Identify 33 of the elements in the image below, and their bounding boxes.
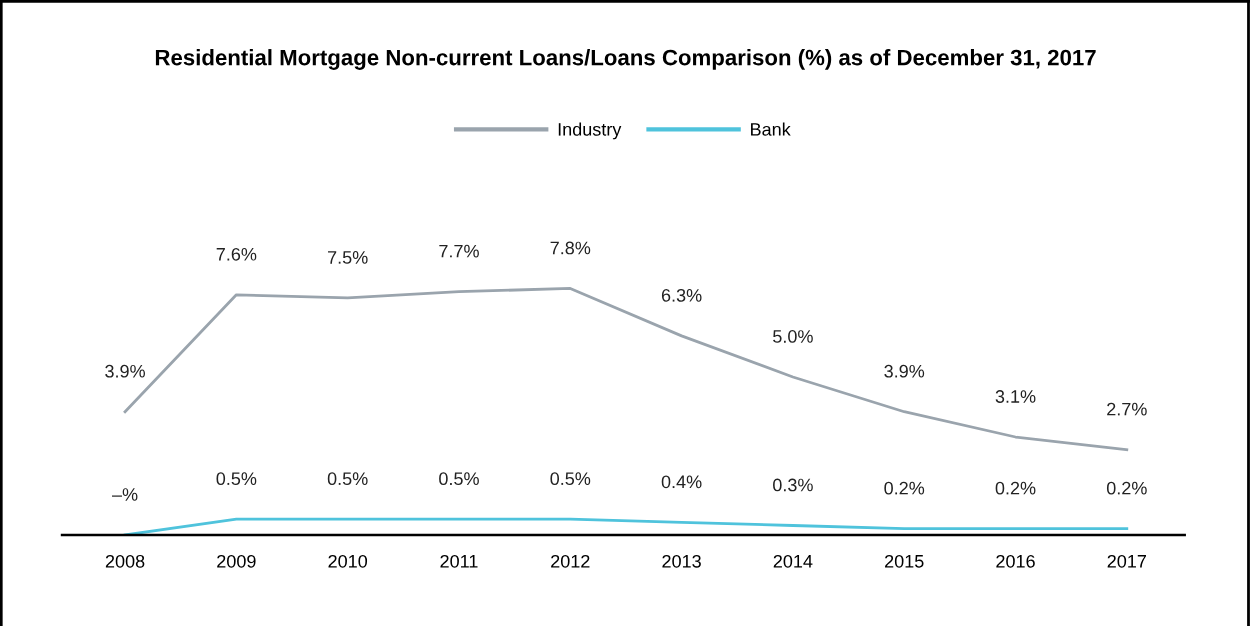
- data-label: 0.3%: [773, 478, 813, 492]
- legend-label: Bank: [751, 122, 791, 136]
- x-tick-label: 2013: [662, 554, 701, 568]
- data-label: 0.2%: [995, 481, 1036, 495]
- data-label: 7.8%: [550, 241, 591, 255]
- data-label: 0.2%: [1106, 481, 1147, 495]
- x-tick-label: 2017: [1107, 554, 1146, 568]
- x-tick-label: 2014: [773, 554, 813, 568]
- data-label: 2.7%: [1107, 402, 1147, 416]
- data-label: –%: [112, 488, 138, 501]
- x-tick-label: 2009: [217, 554, 256, 568]
- data-label: 7.7%: [439, 244, 479, 258]
- data-label: 3.1%: [995, 390, 1036, 403]
- data-label: 3.9%: [105, 364, 145, 378]
- x-tick-label: 2008: [105, 554, 145, 568]
- data-label: 0.5%: [439, 472, 479, 486]
- data-label: 0.2%: [884, 481, 925, 495]
- x-tick-label: 2010: [328, 554, 368, 568]
- legend-label: Industry: [558, 122, 622, 140]
- data-label: 7.6%: [216, 247, 257, 261]
- data-label: 0.4%: [661, 475, 702, 489]
- x-tick-label: 2016: [996, 554, 1035, 568]
- data-label: 0.5%: [327, 472, 368, 486]
- x-tick-label: 2011: [440, 554, 478, 568]
- chart-title: Residential Mortgage Non-current Loans/Loans Comparison (%) as of December 31, 2017: [155, 49, 1096, 70]
- x-tick-label: 2012: [551, 554, 590, 568]
- data-label: 0.5%: [216, 472, 257, 486]
- data-label: 6.3%: [661, 288, 702, 302]
- x-tick-label: 2015: [885, 554, 924, 568]
- data-label: 0.5%: [550, 472, 591, 486]
- data-label: 7.5%: [328, 251, 368, 264]
- data-label: 3.9%: [884, 364, 925, 378]
- data-label: 5.0%: [773, 330, 813, 343]
